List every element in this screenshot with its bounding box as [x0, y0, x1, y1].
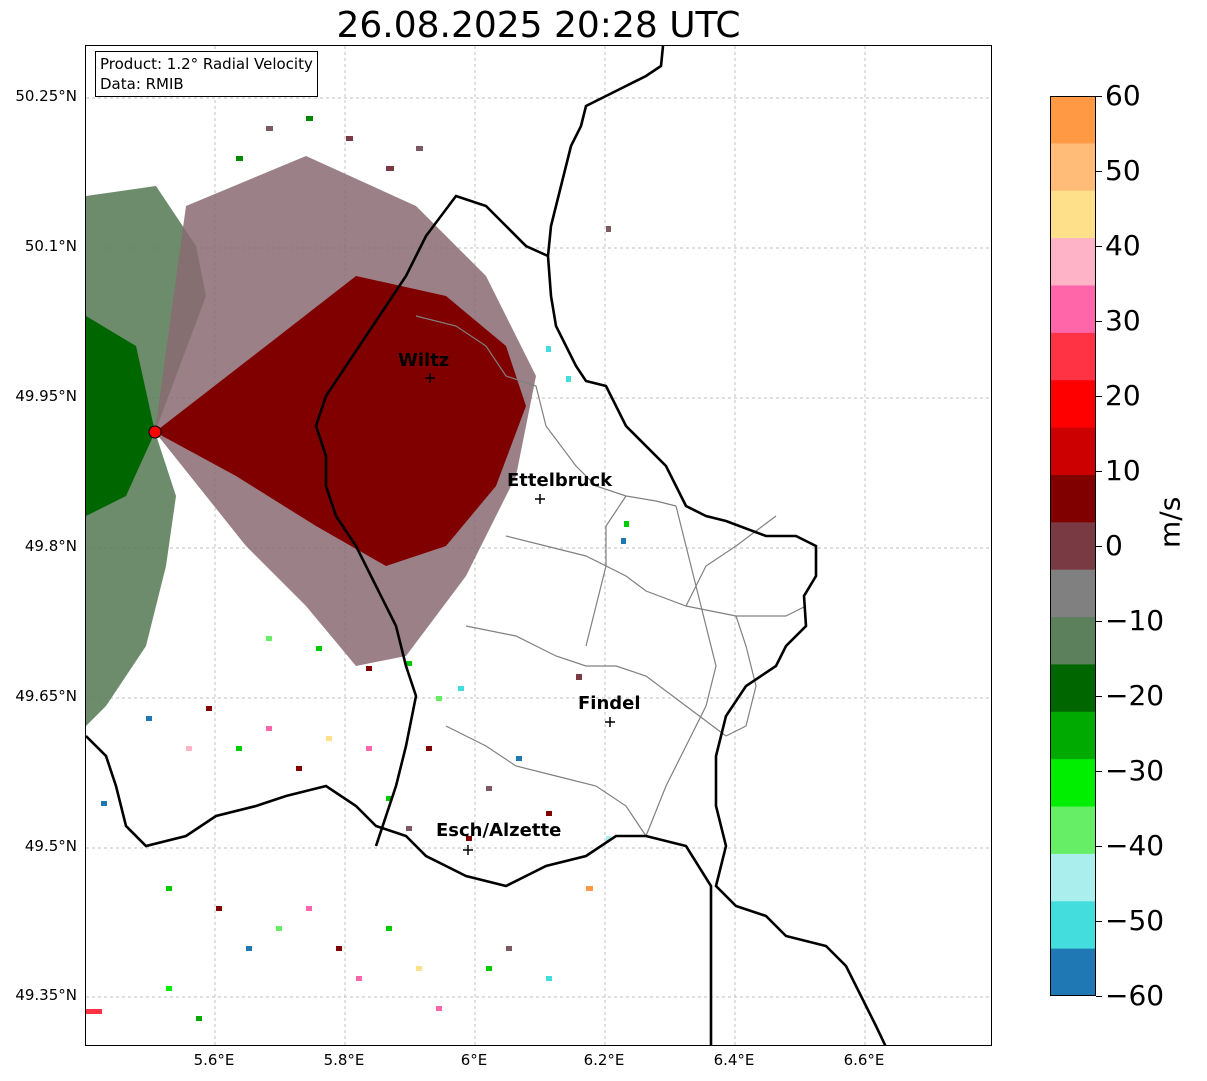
colorbar-step — [1050, 948, 1096, 996]
colorbar-label: m/s — [1153, 496, 1187, 548]
colorbar-tick-label: 50 — [1096, 154, 1141, 187]
colorbar-step — [1050, 332, 1096, 381]
lon-tick-label: 6°E — [460, 1051, 488, 1069]
colorbar-tick-label: −60 — [1095, 979, 1165, 1012]
colorbar-tick-label: 0 — [1096, 529, 1123, 562]
commune-boundaries — [415, 315, 807, 837]
product-label: Product: 1.2° Radial Velocity — [100, 55, 313, 73]
echo-bins — [86, 116, 629, 1021]
velocity-zone-approaching-core — [86, 316, 155, 516]
colorbar-step — [1050, 664, 1096, 713]
colorbar-step — [1050, 901, 1096, 950]
colorbar-tick-label: 20 — [1096, 379, 1141, 412]
lat-tick-label: 50.1°N — [24, 237, 77, 255]
colorbar-step — [1050, 285, 1096, 334]
lat-tick-label: 50.25°N — [15, 87, 77, 105]
lon-tick-label: 5.8°E — [323, 1051, 365, 1069]
colorbar-step — [1050, 427, 1096, 476]
colorbar-step — [1050, 190, 1096, 239]
colorbar-tick-label: −10 — [1095, 604, 1165, 637]
lon-tick-label: 5.6°E — [193, 1051, 235, 1069]
colorbar-tick-label: −20 — [1095, 679, 1165, 712]
city-markers — [425, 373, 615, 855]
map-panel[interactable] — [85, 45, 992, 1046]
radar-map — [86, 46, 991, 1045]
colorbar-tick-label: 30 — [1096, 304, 1141, 337]
colorbar-tick-label: 60 — [1096, 79, 1141, 112]
velocity-zone-receding — [155, 276, 526, 566]
colorbar-step — [1050, 711, 1096, 760]
colorbar-step — [1050, 96, 1096, 144]
city-label-esch-alzette: Esch/Alzette — [436, 820, 562, 841]
info-box: Product: 1.2° Radial Velocity Data: RMIB — [95, 51, 318, 97]
lon-tick-label: 6.4°E — [713, 1051, 755, 1069]
lon-tick-label: 6.2°E — [583, 1051, 625, 1069]
colorbar — [1050, 96, 1096, 996]
colorbar-step — [1050, 474, 1096, 523]
colorbar-tick-label: 40 — [1096, 229, 1141, 262]
colorbar-tick-label: −40 — [1095, 829, 1165, 862]
colorbar-step — [1050, 522, 1096, 571]
city-label-findel: Findel — [578, 693, 641, 714]
data-source-label: Data: RMIB — [100, 75, 184, 93]
colorbar-step — [1050, 853, 1096, 902]
colorbar-step — [1050, 759, 1096, 808]
map-title: 26.08.2025 20:28 UTC — [336, 5, 741, 46]
lat-tick-label: 49.35°N — [15, 986, 77, 1004]
lat-tick-label: 49.95°N — [15, 387, 77, 405]
colorbar-step — [1050, 806, 1096, 855]
colorbar-step — [1050, 380, 1096, 429]
radar-site-marker — [148, 425, 162, 439]
colorbar-tick-label: −50 — [1095, 904, 1165, 937]
city-label-ettelbruck: Ettelbruck — [507, 470, 613, 491]
colorbar-tick-label: 10 — [1096, 454, 1141, 487]
colorbar-step — [1050, 238, 1096, 286]
colorbar-step — [1050, 617, 1096, 665]
colorbar-tick-label: −30 — [1095, 754, 1165, 787]
colorbar-step — [1050, 569, 1096, 618]
national-borders — [86, 46, 887, 1045]
lon-tick-label: 6.6°E — [843, 1051, 885, 1069]
city-label-wiltz: Wiltz — [398, 350, 450, 371]
lat-tick-label: 49.5°N — [24, 837, 77, 855]
colorbar-steps — [1050, 96, 1096, 996]
colorbar-step — [1050, 143, 1096, 192]
lat-tick-label: 49.65°N — [15, 687, 77, 705]
lat-tick-label: 49.8°N — [24, 537, 77, 555]
